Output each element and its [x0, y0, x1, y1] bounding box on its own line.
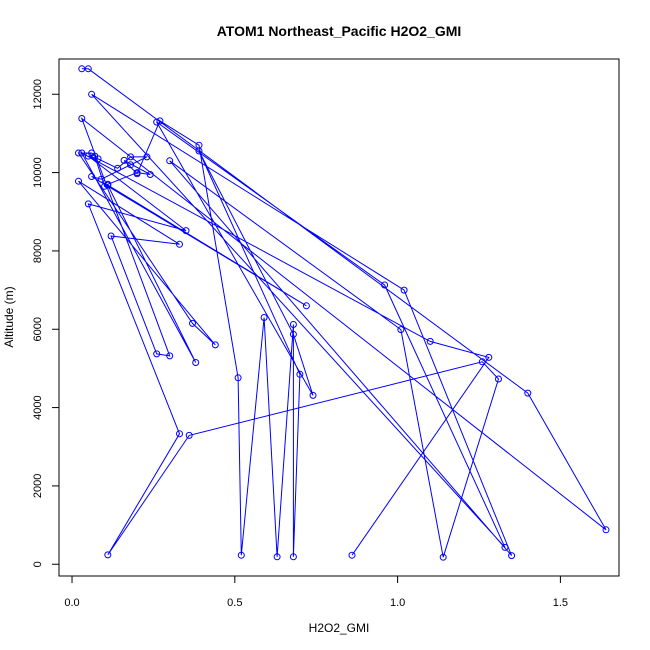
data-point [120, 156, 128, 164]
x-tick-label: 0.5 [227, 597, 242, 609]
y-tick-label: 2000 [32, 474, 44, 498]
data-point [189, 319, 196, 327]
data-point [234, 374, 242, 382]
data-point [78, 115, 86, 122]
data-point [400, 286, 408, 294]
y-tick-label: 4000 [32, 395, 44, 419]
data-point [289, 553, 297, 561]
data-point [309, 391, 317, 399]
series-line [77, 68, 607, 558]
data-point [260, 314, 268, 321]
data-point [153, 118, 161, 126]
data-point [192, 359, 200, 366]
data-point [84, 152, 92, 160]
data-point [602, 526, 610, 534]
data-point [146, 171, 154, 178]
chart-title: ATOM1 Northeast_Pacific H2O2_GMI [217, 23, 462, 39]
data-point [153, 350, 161, 358]
data-point [348, 551, 356, 559]
data-point [195, 147, 203, 155]
data-point [107, 232, 115, 240]
data-point [501, 543, 509, 551]
data-point [97, 175, 105, 183]
data-point [94, 155, 102, 163]
data-point [296, 370, 304, 378]
plot-area [75, 65, 610, 561]
x-tick-label: 1.5 [553, 597, 568, 609]
y-tick-label: 8000 [32, 239, 44, 263]
x-tick-label: 0.0 [64, 597, 79, 609]
data-point [176, 430, 183, 438]
y-tick-label: 12000 [32, 79, 44, 110]
data-point [104, 551, 112, 559]
data-point [289, 321, 297, 328]
x-axis-label: H2O2_GMI [309, 621, 370, 635]
plot-frame [58, 58, 620, 577]
data-point [273, 553, 281, 561]
data-point [426, 337, 434, 345]
data-point [478, 358, 486, 366]
data-point [439, 553, 447, 561]
y-tick-label: 6000 [32, 317, 44, 341]
data-point [485, 353, 493, 361]
y-tick-label: 0 [32, 561, 44, 567]
data-point [302, 302, 310, 310]
data-point [75, 149, 82, 157]
data-point [289, 330, 297, 338]
y-tick-label: 10000 [32, 157, 44, 188]
data-point [397, 326, 405, 334]
data-point [104, 181, 112, 189]
data-point [381, 281, 389, 289]
data-point [166, 157, 174, 165]
data-point [127, 161, 135, 169]
data-point [508, 552, 516, 560]
data-point [88, 90, 96, 98]
data-point [75, 177, 82, 185]
data-point [495, 375, 502, 383]
data-point [176, 240, 183, 248]
data-point [166, 352, 174, 360]
y-axis: 0 2000 4000 6000 8000 10000 12000 [32, 79, 59, 567]
data-point [84, 200, 92, 208]
data-point [127, 153, 135, 161]
x-tick-label: 1.0 [390, 597, 405, 609]
data-point [143, 153, 151, 161]
data-point [185, 431, 193, 439]
data-point [182, 227, 190, 235]
data-point [84, 65, 92, 73]
data-point [88, 173, 96, 180]
data-point [114, 164, 122, 172]
data-point [237, 551, 245, 559]
data-point [78, 149, 86, 157]
x-axis: 0.0 0.5 1.0 1.5 [64, 576, 568, 609]
data-point [133, 170, 141, 178]
data-point [156, 117, 164, 125]
y-axis-label: Altitude (m) [2, 286, 16, 347]
data-point [211, 341, 219, 349]
data-point [524, 389, 532, 397]
